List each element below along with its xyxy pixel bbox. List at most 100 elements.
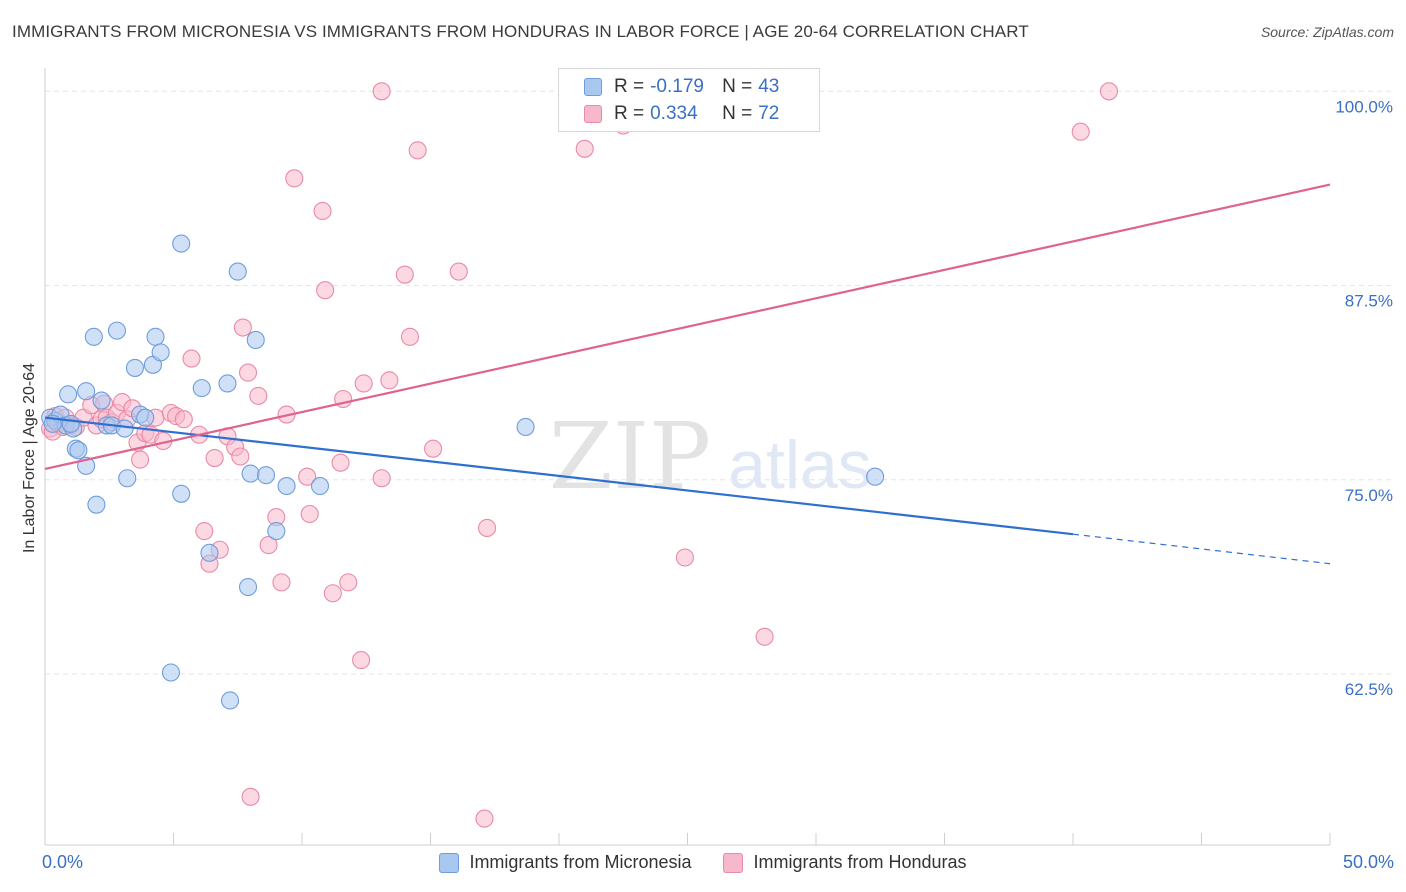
honduras-point (400, 327, 419, 346)
y-tick-labels: 62.5% 75.0% 87.5% 100.0% (1335, 97, 1393, 699)
micronesia-point (277, 476, 296, 496)
micronesia-points (41, 234, 885, 710)
micronesia-point (115, 419, 134, 438)
trend-line-extension (1072, 533, 1331, 565)
micronesia-point (200, 543, 219, 562)
legend-label-honduras: Immigrants from Honduras (753, 852, 967, 872)
micronesia-point (238, 577, 258, 597)
series-legend: Immigrants from Micronesia Immigrants fr… (0, 852, 1406, 873)
honduras-point (259, 536, 278, 555)
micronesia-point (228, 262, 247, 281)
honduras-point (233, 318, 252, 337)
axes (44, 68, 1331, 846)
micronesia-point (218, 374, 237, 393)
micronesia-point (161, 663, 180, 682)
watermark-zip: ZIP (549, 403, 711, 510)
honduras-point (313, 201, 332, 221)
micronesia-point (220, 691, 240, 710)
legend-r-value: 0.334 (650, 103, 698, 124)
legend-item-honduras: Immigrants from Honduras (723, 852, 967, 873)
micronesia-point (59, 385, 78, 404)
micronesia-point (146, 327, 165, 346)
honduras-point (300, 504, 319, 524)
legend-item-micronesia: Immigrants from Micronesia (439, 852, 691, 873)
honduras-point (285, 169, 304, 188)
honduras-point (241, 787, 260, 806)
watermark: ZIP atlas (549, 403, 872, 510)
honduras-point (449, 262, 468, 281)
honduras-point (575, 139, 594, 158)
micronesia-point (77, 382, 96, 401)
micronesia-point (69, 441, 88, 460)
honduras-point (372, 469, 391, 488)
honduras-point (352, 651, 371, 670)
honduras-point (354, 374, 373, 393)
legend-r-label: R = (614, 103, 645, 124)
honduras-point (249, 386, 268, 405)
honduras-point (205, 449, 224, 468)
honduras-point (331, 453, 350, 472)
trend-line (44, 183, 1331, 471)
y-tick-label: 62.5% (1345, 680, 1393, 699)
honduras-point (424, 439, 443, 458)
honduras-point (1099, 82, 1119, 101)
y-tick-label: 87.5% (1345, 292, 1393, 311)
legend-r-value: -0.179 (650, 76, 704, 97)
legend-row-honduras: R = 0.334 N = 72 (584, 103, 779, 125)
honduras-point (272, 573, 291, 592)
legend-n-label: N = (722, 103, 753, 124)
micronesia-point (118, 469, 137, 488)
honduras-point (131, 450, 150, 469)
honduras-point (298, 467, 317, 486)
x-tick-label-min: 0.0% (42, 852, 84, 872)
micronesia-swatch (584, 78, 602, 96)
chart-title: IMMIGRANTS FROM MICRONESIA VS IMMIGRANTS… (12, 22, 1029, 41)
honduras-legend-swatch (723, 852, 744, 873)
micronesia-point (246, 330, 265, 350)
micronesia-point (866, 467, 885, 486)
honduras-point (174, 410, 193, 429)
source-credit: Source: ZipAtlas.com (1260, 24, 1394, 40)
honduras-point (380, 371, 399, 390)
trend-lines (44, 183, 1331, 565)
honduras-point (372, 82, 391, 101)
micronesia-point (516, 417, 535, 437)
micronesia-point (172, 234, 191, 253)
micronesia-point (241, 464, 260, 483)
micronesia-point (61, 414, 80, 433)
micronesia-point (87, 495, 106, 514)
x-tick-label-max: 50.0% (1342, 852, 1394, 872)
micronesia-point (192, 379, 211, 398)
legend-label-micronesia: Immigrants from Micronesia (469, 852, 692, 872)
micronesia-point (267, 522, 286, 541)
honduras-point (475, 809, 494, 828)
y-tick-label: 75.0% (1345, 486, 1393, 505)
honduras-point (323, 584, 342, 603)
honduras-point (755, 627, 774, 646)
honduras-point (182, 349, 201, 368)
honduras-point (238, 363, 258, 382)
honduras-point (477, 518, 497, 538)
trend-line (44, 416, 1074, 536)
micronesia-point (92, 391, 111, 410)
honduras-point (408, 141, 427, 160)
micronesia-point (256, 466, 276, 485)
honduras-point (316, 281, 335, 300)
legend-n-label: N = (722, 76, 753, 97)
honduras-point (395, 265, 414, 284)
honduras-point (675, 548, 694, 567)
honduras-point (339, 573, 358, 592)
micronesia-legend-swatch (439, 852, 460, 873)
micronesia-point (151, 343, 170, 362)
honduras-swatch (584, 105, 602, 123)
micronesia-point (107, 321, 127, 340)
micronesia-point (136, 408, 155, 427)
legend-row-micronesia: R = -0.179 N = 43 (584, 76, 779, 98)
correlation-legend: R = -0.179 N = 43 R = 0.334 N = 72 (558, 68, 820, 132)
micronesia-point (172, 484, 191, 503)
legend-n-value: 43 (758, 76, 780, 97)
legend-r-label: R = (614, 76, 645, 97)
micronesia-point (84, 327, 103, 346)
honduras-point (1071, 122, 1090, 141)
